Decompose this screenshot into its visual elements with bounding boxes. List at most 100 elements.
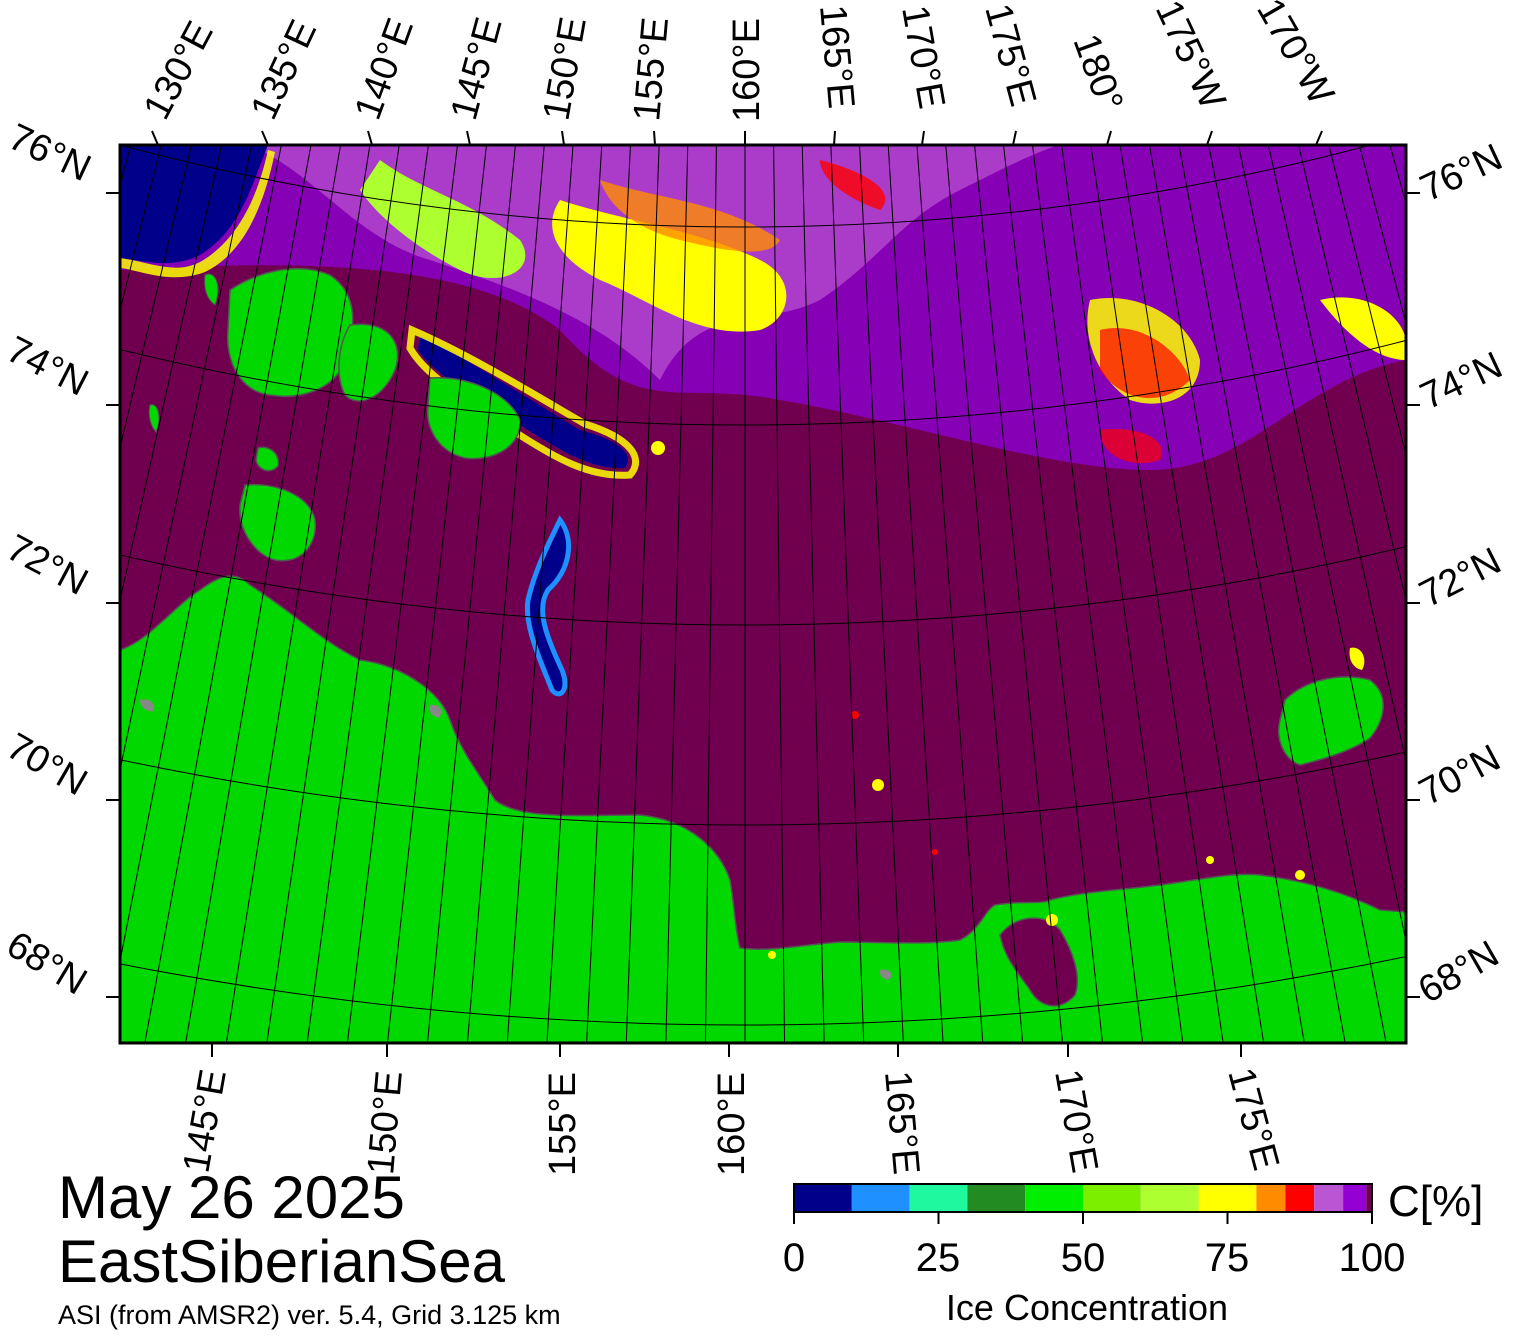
graticule-meridian <box>1208 145 1387 1043</box>
graticule-meridian <box>830 145 865 1043</box>
land-gray-3 <box>879 969 892 980</box>
graticule-meridian <box>1090 145 1224 1043</box>
lat-label-left: 68°N <box>0 924 94 1004</box>
graticule-meridian <box>887 145 944 1043</box>
tick-top-155e <box>653 130 656 146</box>
graticule-meridian <box>625 145 660 1043</box>
lon-label-bottom: 160°E <box>711 1072 753 1176</box>
colorbar-bin <box>1083 1184 1141 1212</box>
lon-label-bottom: 155°E <box>542 1072 584 1176</box>
ice-spot-4 <box>1295 870 1305 880</box>
graticule-meridian <box>120 145 223 603</box>
lon-label-bottom: 175°E <box>1219 1063 1286 1174</box>
right-latitude-labels: 76°N 74°N 72°N 70°N 68°N <box>1412 136 1509 1012</box>
graticule-meridian <box>120 145 282 964</box>
ice-spot-wrangel <box>1349 647 1365 670</box>
tick-top-180 <box>1106 130 1112 146</box>
graticule-meridian <box>773 145 786 1043</box>
frame-ticks <box>106 130 1420 1057</box>
tick-top-170e <box>921 130 925 146</box>
ice-patch-red-1 <box>820 160 886 210</box>
lon-label-top: 145°E <box>443 13 510 124</box>
colorbar-bin <box>794 1184 852 1212</box>
graticule-meridian <box>546 145 603 1043</box>
colorbar-tick-label: 50 <box>1060 1236 1106 1280</box>
graticule-meridian <box>1003 145 1104 1043</box>
graticule-meridian <box>225 145 371 1043</box>
tick-top-170w <box>1315 130 1323 146</box>
land-wrangel <box>1278 676 1384 766</box>
colorbar-bin <box>1025 1184 1083 1212</box>
map-area <box>120 145 1406 1043</box>
source-label: ASI (from AMSR2) ver. 5.4, Grid 3.125 km <box>58 1300 561 1330</box>
ocean-chaun-bay <box>999 917 1079 1007</box>
lon-label-top: 155°E <box>626 16 677 123</box>
ice-spot-3 <box>851 711 859 719</box>
bottom-longitude-labels: 145°E 150°E 155°E 160°E 165°E 170°E 175°… <box>175 1063 1286 1176</box>
graticule-meridian <box>185 145 342 1043</box>
graticule-meridian <box>916 145 984 1043</box>
graticule-meridian <box>586 145 631 1043</box>
lon-label-top: 135°E <box>243 14 325 126</box>
graticule-meridian <box>386 145 487 1043</box>
graticule-meridian <box>144 145 312 1043</box>
tick-top-175e <box>1012 130 1017 146</box>
graticule-meridian <box>1267 145 1406 764</box>
tick-top-130e <box>151 130 159 146</box>
open-water-laptev <box>120 145 268 264</box>
colorbar-bin <box>1366 1184 1372 1212</box>
lat-label-right: 74°N <box>1414 344 1509 418</box>
colorbar-bin <box>909 1184 968 1212</box>
land-islet-1 <box>204 273 219 306</box>
graticule-meridian <box>120 145 253 773</box>
land-siberian-mainland <box>120 575 1406 1043</box>
lon-label-top: 165°E <box>811 3 862 110</box>
lat-label-left: 72°N <box>0 527 94 604</box>
land-islet-2 <box>148 404 160 433</box>
tick-top-140e <box>367 130 373 146</box>
graticule-meridian <box>306 145 429 1043</box>
colorbar-bin <box>1314 1184 1344 1212</box>
date-label: May 26 2025 <box>58 1164 405 1231</box>
colorbar-title: Ice Concentration <box>945 1287 1229 1328</box>
graticule-meridian <box>506 145 574 1043</box>
graticule-meridian <box>1119 145 1265 1043</box>
lon-label-bottom: 150°E <box>360 1069 411 1176</box>
colorbar-tick-label: 25 <box>915 1236 961 1280</box>
graticule-meridian <box>1298 145 1406 603</box>
tick-top-135e <box>261 130 269 146</box>
graticule-meridian <box>1032 145 1144 1043</box>
colorbar-bin <box>1140 1184 1199 1212</box>
colorbar-bin <box>1256 1184 1286 1212</box>
graticule-meridian <box>1061 145 1184 1043</box>
lat-label-left: 74°N <box>0 329 95 405</box>
colorbar-tick-label: 75 <box>1204 1236 1250 1280</box>
graticule-meridian <box>665 145 689 1043</box>
ice-patch-green-1 <box>360 160 526 279</box>
ice-patch-yellow-3 <box>1320 297 1406 360</box>
graticule-meridian <box>859 145 904 1043</box>
lat-label-right: 68°N <box>1412 933 1507 1012</box>
graticule-meridian <box>1237 145 1406 944</box>
graticule-meridian <box>266 145 400 1043</box>
lon-label-top: 150°E <box>536 14 595 124</box>
land-gray-1 <box>140 699 155 712</box>
lat-label-left: 76°N <box>2 116 97 190</box>
land-maly-lyakhovsky <box>255 446 279 472</box>
ice-spot-8 <box>768 951 776 959</box>
colorbar-bin <box>851 1184 910 1212</box>
lon-label-bottom: 165°E <box>876 1069 927 1176</box>
lon-label-top: 175°W <box>1147 0 1233 116</box>
ice-spot-5 <box>1206 856 1214 864</box>
lat-label-right: 76°N <box>1414 136 1509 210</box>
lon-label-top: 160°E <box>726 18 768 122</box>
ice-patch-orange-1 <box>600 180 780 252</box>
map-frame <box>118 143 1408 1045</box>
lon-label-top: 170°W <box>1248 0 1342 112</box>
graticule-meridian <box>974 145 1064 1043</box>
land-gray-2 <box>429 704 442 718</box>
graticule-meridian <box>945 145 1024 1043</box>
colorbar <box>794 1184 1372 1212</box>
colorbar-tick-label: 0 <box>782 1236 806 1280</box>
